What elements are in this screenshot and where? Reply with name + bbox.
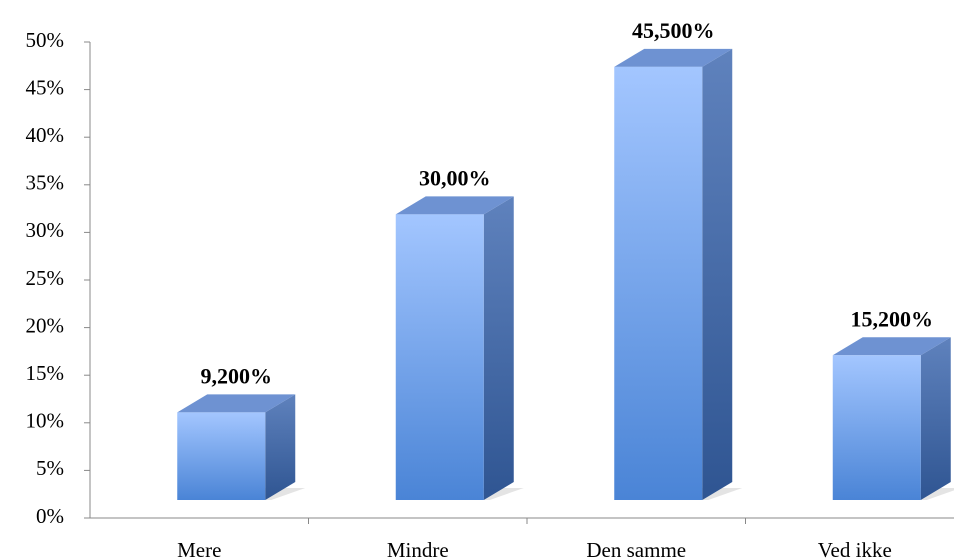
bar-side <box>920 337 951 500</box>
y-tick-label: 35% <box>26 171 65 195</box>
bar-top <box>177 394 296 413</box>
y-tick-label: 15% <box>26 361 65 385</box>
bar <box>395 196 524 500</box>
value-label: 45,500% <box>632 18 715 43</box>
y-tick-label: 45% <box>26 75 65 99</box>
x-tick-label: Mindre <box>387 538 449 560</box>
bar-top <box>614 48 733 67</box>
bar <box>614 48 743 501</box>
bar-side <box>265 394 296 500</box>
y-tick-label: 40% <box>26 123 65 147</box>
bar-side <box>702 48 733 501</box>
bar <box>177 394 306 500</box>
value-label: 15,200% <box>851 306 934 331</box>
value-label: 9,200% <box>201 363 273 388</box>
y-tick-label: 5% <box>36 456 64 480</box>
y-tick-label: 50% <box>26 28 65 52</box>
bar-top <box>395 196 514 215</box>
bar-front <box>395 214 484 500</box>
bar <box>832 337 954 500</box>
bar-front <box>832 355 921 500</box>
x-tick-label: Den samme <box>586 538 686 560</box>
x-tick-label: Mere <box>177 538 221 560</box>
y-tick-label: 30% <box>26 218 65 242</box>
bar-front <box>614 66 703 500</box>
x-tick-label: Ved ikke <box>818 538 892 560</box>
bar-top <box>832 337 951 356</box>
bar-side <box>483 196 514 500</box>
bar-front <box>177 412 266 500</box>
y-tick-label: 0% <box>36 504 64 528</box>
y-tick-label: 25% <box>26 266 65 290</box>
y-tick-label: 10% <box>26 409 65 433</box>
value-label: 30,00% <box>419 165 491 190</box>
y-tick-label: 20% <box>26 313 65 337</box>
